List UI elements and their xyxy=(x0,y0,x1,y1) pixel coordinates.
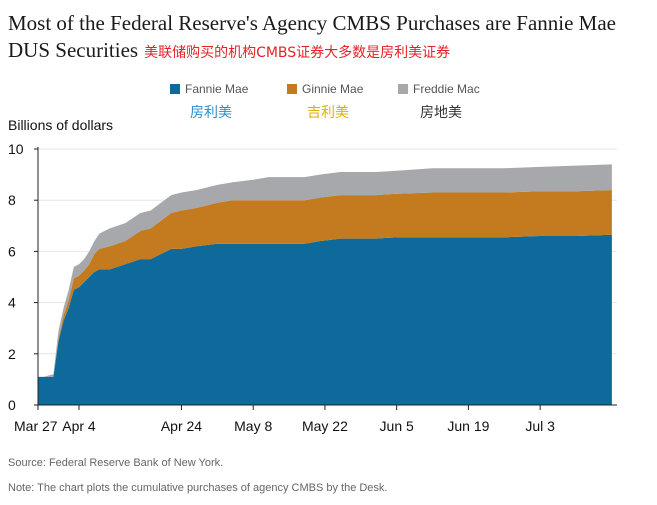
x-tick-label: Mar 27 xyxy=(14,418,58,434)
legend-cn-fannie: 房利美 xyxy=(190,105,232,121)
legend-cn-ginnie: 吉利美 xyxy=(307,105,349,121)
legend-swatch-fannie xyxy=(170,84,180,94)
area-ginnie-mae xyxy=(38,189,612,377)
legend-item-ginnie: Ginnie Mae xyxy=(287,82,363,96)
y-tick-label: 0 xyxy=(8,397,16,413)
source-note: Source: Federal Reserve Bank of New York… xyxy=(8,457,224,469)
x-tick-label: Apr 4 xyxy=(62,418,96,434)
chart-title: Most of the Federal Reserve's Agency CMB… xyxy=(8,10,653,67)
y-tick-label: 8 xyxy=(8,192,16,208)
y-tick-label: 2 xyxy=(8,346,16,362)
legend-item-freddie: Freddie Mac xyxy=(398,82,480,96)
y-tick-label: 6 xyxy=(8,243,16,259)
x-tick-label: May 8 xyxy=(234,418,272,434)
x-tick-label: Apr 24 xyxy=(161,418,202,434)
legend-swatch-ginnie xyxy=(287,84,297,94)
chart-title-text: Most of the Federal Reserve's Agency CMB… xyxy=(8,11,616,62)
legend: Fannie Mae Ginnie Mae Freddie Mac 房利美 吉利… xyxy=(170,82,550,122)
legend-item-fannie: Fannie Mae xyxy=(170,82,248,96)
y-tick-label: 4 xyxy=(8,295,16,311)
x-tick-label: Jun 19 xyxy=(447,418,489,434)
area-chart: 0 2 4 6 8 10 Mar 27 Apr 4 Apr 24 May 8 May 22 Jun 5… xyxy=(8,141,617,434)
area-freddie-mac xyxy=(38,164,612,377)
legend-swatch-freddie xyxy=(398,84,408,94)
legend-label-freddie: Freddie Mac xyxy=(413,82,480,96)
y-axis-title: Billions of dollars xyxy=(8,117,114,133)
legend-label-ginnie: Ginnie Mae xyxy=(302,82,364,96)
y-tick-label: 10 xyxy=(8,141,24,157)
legend-label-fannie: Fannie Mae xyxy=(185,82,249,96)
chart-title-cn: 美联储购买的机构CMBS证券大多数是房利美证券 xyxy=(144,45,451,61)
footnote: Note: The chart plots the cumulative pur… xyxy=(8,482,388,494)
area-fannie-mae xyxy=(38,234,612,405)
x-tick-label: May 22 xyxy=(302,418,348,434)
x-tick-label: Jul 3 xyxy=(525,418,555,434)
x-tick-label: Jun 5 xyxy=(380,418,414,434)
legend-cn-freddie: 房地美 xyxy=(420,105,462,121)
